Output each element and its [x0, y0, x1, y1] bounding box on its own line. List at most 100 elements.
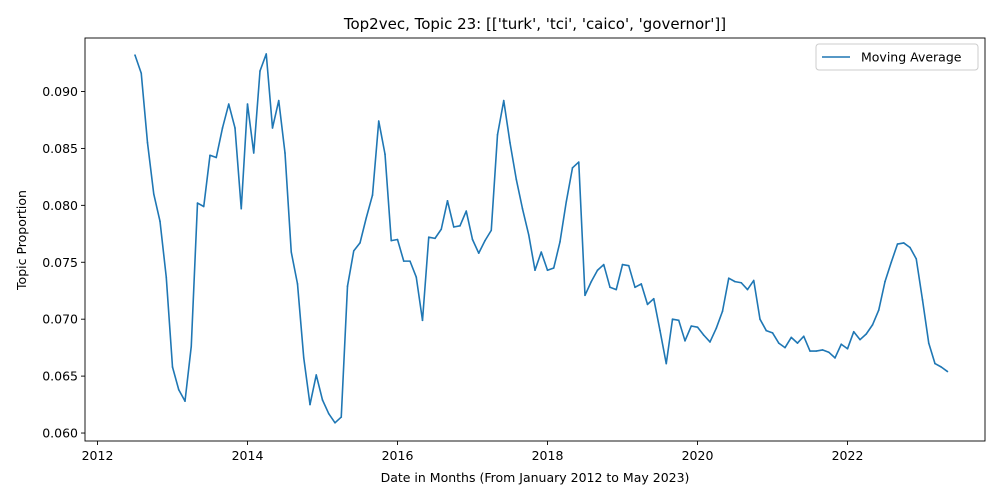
data-point — [615, 288, 618, 291]
data-point — [434, 237, 436, 240]
data-point — [165, 276, 168, 278]
series-line-moving-average — [134, 53, 948, 424]
data-point — [702, 334, 705, 336]
data-point — [184, 400, 186, 402]
data-point — [552, 267, 555, 269]
data-point — [696, 326, 699, 328]
data-point — [746, 288, 749, 291]
data-point — [909, 246, 911, 249]
y-axis-label: Topic Proportion — [14, 190, 29, 291]
data-point — [865, 333, 868, 335]
y-tick-label: 0.065 — [42, 369, 78, 384]
data-point — [134, 54, 136, 56]
data-point — [465, 210, 468, 212]
data-point — [602, 263, 605, 266]
data-point — [496, 133, 499, 136]
data-point — [565, 201, 568, 203]
data-point — [784, 346, 786, 349]
data-point — [215, 156, 218, 159]
data-point — [846, 347, 849, 350]
data-point — [621, 263, 624, 266]
data-point — [946, 370, 949, 373]
data-point — [871, 324, 874, 326]
y-tick-label: 0.080 — [42, 198, 78, 213]
data-point — [252, 152, 255, 154]
data-point — [384, 153, 386, 155]
x-axis-label: Date in Months (From January 2012 to May… — [381, 470, 690, 485]
data-point — [652, 297, 655, 300]
data-point — [265, 53, 268, 55]
data-point — [590, 280, 593, 283]
data-point — [209, 154, 211, 157]
data-point — [690, 325, 693, 327]
data-point — [390, 239, 393, 242]
data-point — [240, 207, 243, 210]
data-point — [790, 336, 793, 339]
data-point — [246, 103, 249, 105]
x-tick-label: 2014 — [232, 448, 264, 463]
data-point — [440, 228, 443, 231]
y-tick-label: 0.085 — [42, 141, 78, 156]
data-point — [490, 229, 493, 232]
data-point — [709, 341, 711, 343]
data-point — [152, 193, 155, 195]
data-point — [665, 362, 668, 365]
data-point — [284, 152, 286, 154]
data-point — [659, 329, 661, 332]
data-point — [521, 207, 524, 210]
data-point — [646, 303, 649, 306]
y-tick-label: 0.070 — [42, 312, 78, 327]
data-point — [577, 161, 580, 163]
data-point — [715, 327, 718, 330]
data-point — [671, 318, 674, 320]
data-point — [371, 194, 374, 196]
data-point — [540, 251, 543, 253]
data-point — [584, 294, 586, 297]
x-tick-label: 2012 — [82, 448, 114, 463]
data-point — [890, 261, 893, 264]
data-point — [852, 330, 855, 333]
data-point — [502, 99, 505, 102]
data-point — [271, 127, 274, 129]
data-point — [802, 335, 805, 338]
data-point — [427, 236, 430, 239]
y-tick-label: 0.090 — [42, 84, 78, 99]
data-point — [896, 243, 899, 245]
data-point — [940, 366, 943, 368]
data-point — [409, 260, 411, 262]
data-point — [534, 269, 536, 272]
data-point — [309, 403, 311, 406]
data-point — [221, 127, 224, 129]
x-tick-label: 2018 — [532, 448, 564, 463]
y-tick-label: 0.075 — [42, 255, 78, 270]
data-point — [677, 319, 680, 322]
data-point — [159, 220, 161, 223]
data-point — [815, 350, 818, 352]
data-point — [765, 329, 768, 332]
data-point — [777, 342, 780, 344]
data-point — [721, 310, 724, 313]
data-point — [821, 349, 824, 351]
data-point — [452, 226, 455, 228]
plot-area — [134, 53, 949, 424]
data-point — [809, 350, 811, 352]
data-point — [365, 217, 368, 219]
data-point — [377, 120, 380, 122]
x-tick-label: 2016 — [382, 448, 414, 463]
data-point — [859, 338, 861, 341]
data-point — [327, 412, 330, 415]
data-point — [609, 286, 611, 289]
data-point — [190, 345, 193, 348]
data-point — [759, 318, 761, 320]
data-point — [796, 342, 799, 344]
data-point — [571, 166, 574, 169]
data-point — [202, 205, 205, 208]
data-point — [171, 366, 174, 368]
data-point — [234, 127, 236, 129]
x-tick-label: 2022 — [832, 448, 864, 463]
data-point — [902, 242, 905, 244]
data-point — [752, 279, 755, 282]
data-point — [740, 281, 743, 284]
legend-box — [815, 43, 979, 71]
data-point — [415, 276, 418, 278]
